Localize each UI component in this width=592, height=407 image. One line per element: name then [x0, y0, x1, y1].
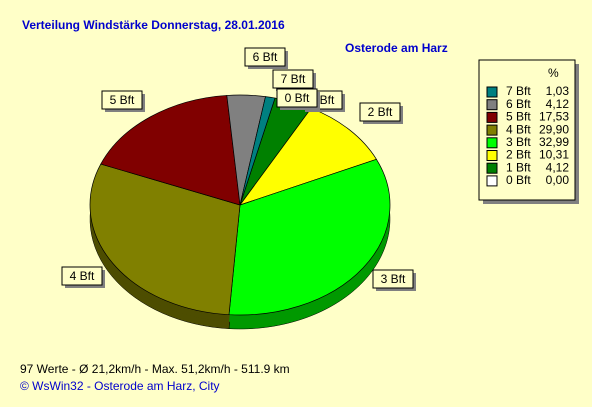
legend-swatch — [486, 175, 498, 187]
legend-swatch — [486, 162, 498, 174]
legend-label: 6 Bft — [506, 97, 531, 111]
legend-value: 17,53 — [539, 110, 569, 124]
slice — [89, 163, 241, 316]
legend-swatch — [486, 99, 498, 111]
legend-value: 1,03 — [546, 84, 570, 98]
callout-box — [276, 88, 318, 108]
callout-label: 7 Bft — [281, 72, 306, 86]
legend-swatch — [486, 111, 498, 123]
callout-box — [372, 269, 414, 289]
callout-label: 4 Bft — [70, 269, 95, 283]
footer: 97 Werte - Ø 21,2km/h - Max. 51,2km/h - … — [20, 362, 290, 376]
callout-box — [359, 102, 401, 122]
callout-box — [272, 69, 314, 89]
chart-title: Verteilung Windstärke Donnerstag, 28.01.… — [22, 18, 285, 32]
legend-value: 4,12 — [546, 97, 570, 111]
legend-label: 4 Bft — [506, 122, 531, 136]
slice — [228, 158, 391, 316]
chart-subtitle: Osterode am Harz — [345, 41, 448, 55]
legend-value: 4,12 — [546, 160, 570, 174]
legend-label: 1 Bft — [506, 160, 531, 174]
legend-value: 0,00 — [546, 173, 570, 187]
slice — [100, 95, 241, 206]
credit: © WsWin32 - Osterode am Harz, City — [20, 379, 220, 393]
legend-swatch — [486, 137, 498, 149]
slice — [239, 96, 276, 206]
legend-value: 32,99 — [539, 135, 569, 149]
callout-label: 0 Bft — [285, 91, 310, 105]
callout-label: 3 Bft — [381, 272, 406, 286]
legend-value: 29,90 — [539, 122, 569, 136]
callout-box — [61, 266, 103, 286]
legend-swatch — [486, 86, 498, 98]
callout-label: 6 Bft — [253, 50, 278, 64]
legend-label: 7 Bft — [506, 84, 531, 98]
legend-label: 3 Bft — [506, 135, 531, 149]
legend-swatch — [486, 124, 498, 136]
legend-label: 0 Bft — [506, 173, 531, 187]
legend-header: % — [548, 66, 559, 80]
legend-label: 2 Bft — [506, 148, 531, 162]
legend-swatch — [486, 150, 498, 161]
legend-value: 10,31 — [539, 148, 569, 162]
callout-label: 2 Bft — [368, 105, 393, 119]
callout-box — [101, 90, 143, 110]
callout-box — [244, 47, 286, 67]
legend-label: 5 Bft — [506, 110, 531, 124]
callout-label: 5 Bft — [110, 93, 135, 107]
